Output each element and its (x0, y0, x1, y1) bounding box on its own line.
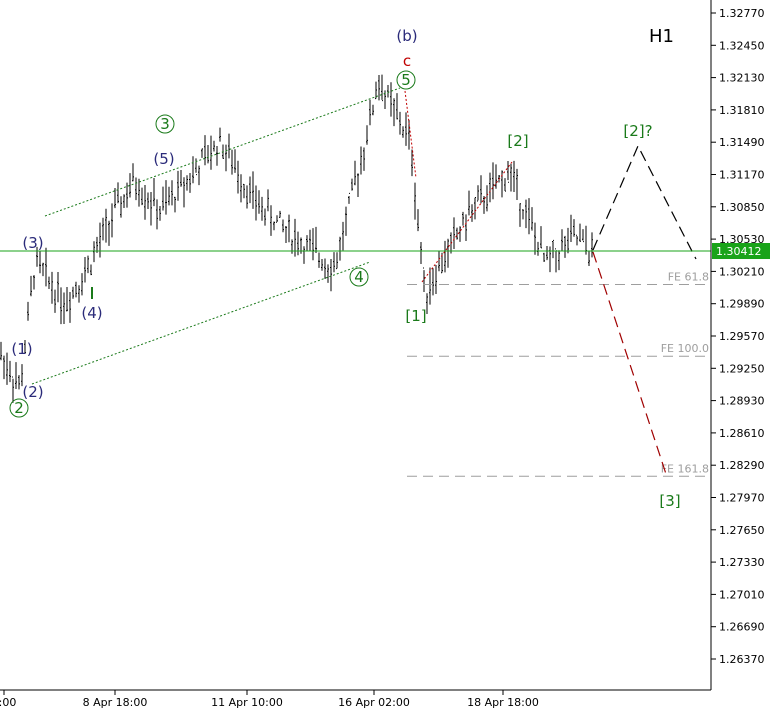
wave-label: (1) (11, 340, 32, 358)
fib-level-label: FE 100.0 (661, 342, 709, 355)
y-tick-label: 1.27650 (719, 524, 765, 537)
y-axis-ticks: 1.32770 1.32450 1.32130 1.31810 1.31490 1.311… (711, 7, 765, 666)
y-tick-label: 1.26370 (719, 653, 765, 666)
fib-level-label: FE 61.8 (668, 271, 709, 284)
x-tick-label: 16 Apr 02:00 (338, 696, 410, 709)
y-tick-label: 1.27010 (719, 588, 765, 601)
y-tick-label: 1.32770 (719, 7, 765, 20)
wave-label: (2) (22, 383, 43, 401)
timeframe-label: H1 (649, 26, 674, 47)
fib-level-label: FE 161.8 (661, 462, 709, 475)
projection-path (592, 144, 697, 478)
y-tick-label: 1.31810 (719, 104, 765, 117)
y-tick-label: 1.27330 (719, 556, 765, 569)
wave-label-circle (155, 114, 175, 134)
wave-label: (3) (22, 234, 43, 252)
wave-channel-lines (31, 87, 513, 385)
wave-label: (5) (153, 150, 174, 168)
y-tick-label: 1.30210 (719, 265, 765, 278)
wave-2-trace (421, 161, 513, 283)
x-tick-label: 8 Apr 18:00 (83, 696, 148, 709)
wave-label-circle (396, 70, 416, 90)
current-price-text: 1.30412 (716, 245, 762, 258)
candle-series (0, 74, 593, 403)
wave-label-circle (349, 267, 369, 287)
wave-label: 4 (354, 268, 364, 286)
y-tick-label: 1.28290 (719, 459, 765, 472)
wave-label: 3 (160, 115, 170, 133)
wave-label: (b) (396, 27, 417, 45)
x-tick-label: 18 Apr 18:00 (467, 696, 539, 709)
y-tick-label: 1.26690 (719, 621, 765, 634)
wave-labels: (b) c5 3 (5) (3) (4) (1) (2)2 4 [1] [2] [2]? [3] (9, 27, 681, 510)
wave-c-trace (404, 90, 417, 179)
wave-label: (4) (81, 304, 102, 322)
y-tick-label: 1.28610 (719, 427, 765, 440)
wave-label: [2] (507, 132, 528, 150)
y-tick-label: 1.31490 (719, 136, 765, 149)
wave-label-circle (9, 398, 29, 418)
wave-label: c (403, 52, 411, 70)
projection-wave-2 (592, 144, 697, 260)
x-tick-label: 2:00 (0, 696, 16, 709)
wave-label: [2]? (623, 122, 652, 140)
y-tick-label: 1.29570 (719, 330, 765, 343)
wave-label: 2 (14, 399, 24, 417)
current-price-badge (712, 243, 770, 260)
y-tick-label: 1.29890 (719, 298, 765, 311)
y-tick-label: 1.32450 (719, 39, 765, 52)
y-tick-label: 1.31170 (719, 169, 765, 182)
y-tick-label: 1.32130 (719, 72, 765, 85)
y-tick-label: 1.30530 (719, 233, 765, 246)
projection-wave-3 (592, 251, 668, 478)
x-axis-ticks: 2:00 8 Apr 18:00 11 Apr 10:00 16 Apr 02:00 1… (0, 690, 539, 709)
y-tick-label: 1.28930 (719, 395, 765, 408)
wave-label: [3] (659, 492, 680, 510)
wave-label: [1] (405, 307, 426, 325)
wave-label: 5 (401, 71, 411, 89)
y-tick-label: 1.29250 (719, 362, 765, 375)
channel-upper-line (44, 87, 401, 217)
y-tick-label: 1.27970 (719, 492, 765, 505)
x-tick-label: 11 Apr 10:00 (211, 696, 283, 709)
fib-extension-levels: FE 61.8 FE 100.0 FE 161.8 (407, 271, 711, 477)
y-tick-label: 1.30850 (719, 201, 765, 214)
